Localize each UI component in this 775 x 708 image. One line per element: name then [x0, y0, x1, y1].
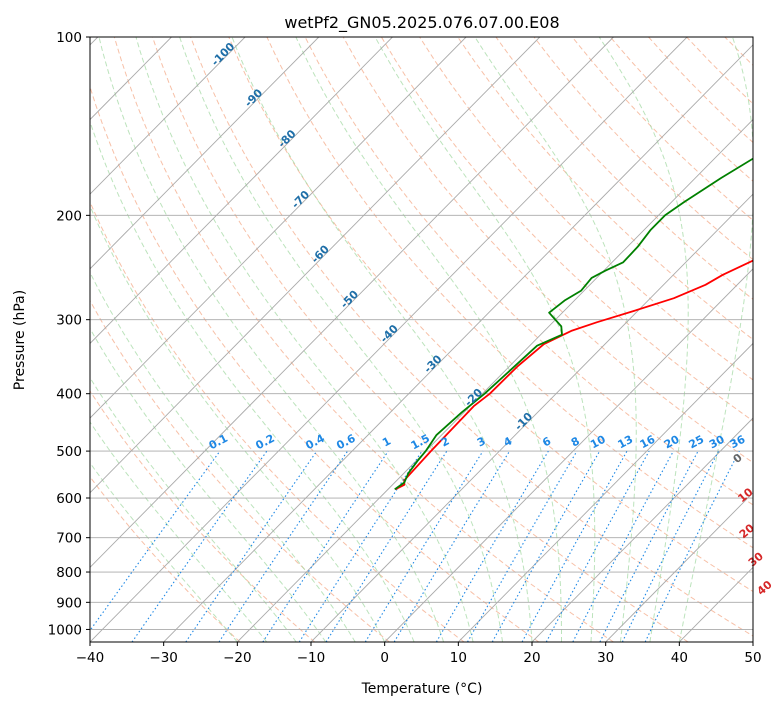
mixing-ratio-line [262, 450, 389, 642]
mixing-ratio-label: 20 [662, 433, 682, 452]
profile-lines [394, 157, 753, 491]
mixing-ratio-label: 10 [588, 433, 608, 452]
dry-adiabat-line [90, 475, 241, 642]
mixing-ratio-line [545, 450, 650, 642]
mixing-ratio-label: 36 [728, 433, 748, 452]
mixing-ratio-line [325, 450, 448, 642]
mixing-ratio-label: 16 [638, 433, 658, 452]
y-axis-ticks: 100 200 300 400 500 600 700 800 900 1000 [48, 30, 90, 638]
isotherm-line [236, 118, 753, 642]
x-tick-label: 0 [380, 650, 389, 666]
mixing-ratio-line [298, 450, 423, 642]
dry-adiabat-line [90, 200, 465, 642]
y-tick-label: 400 [56, 387, 82, 403]
y-tick-label: 700 [56, 531, 82, 547]
mixing-ratio-line [621, 450, 720, 642]
x-tick-label: 30 [597, 650, 614, 666]
x-tick-label: 50 [744, 650, 761, 666]
isotherm-line [90, 37, 614, 568]
isotherm-line [384, 268, 753, 642]
moist-adiabat-line [135, 37, 474, 642]
dry-adiabat-line [152, 37, 689, 642]
isotherm-line [90, 37, 246, 195]
isotherm-line [90, 37, 541, 494]
isotherm-line [605, 492, 753, 642]
dry-adiabat-line [90, 390, 316, 642]
moist-adiabat-line [295, 37, 562, 642]
isotherm-line [310, 193, 753, 642]
chart-title: wetPf2_GN05.2025.076.07.00.E08 [284, 13, 559, 33]
dry-adiabat-line [380, 37, 753, 422]
y-tick-label: 100 [56, 30, 82, 46]
isotherm-line [163, 44, 753, 642]
mixing-ratio-line [644, 450, 740, 642]
dry-adiabat-line [304, 37, 753, 506]
y-tick-label: 200 [56, 208, 82, 224]
moist-adiabat-line [98, 37, 445, 642]
y-tick-label: 300 [56, 313, 82, 329]
dry-adiabat-line [495, 37, 753, 300]
moist-adiabat-line [90, 271, 356, 642]
isotherm-line [457, 342, 753, 642]
moist-adiabat-line [90, 376, 297, 642]
mixing-ratio-line [491, 450, 601, 642]
isotherm-line [531, 417, 753, 642]
x-tick-label: 20 [523, 650, 540, 666]
x-tick-label: −10 [297, 650, 326, 666]
isotherm-line [90, 37, 467, 419]
moist-adiabat-line [598, 37, 689, 642]
dry-adiabat-line [90, 299, 390, 642]
mixing-ratio-line [393, 450, 511, 642]
moist-adiabat-line [474, 37, 637, 642]
mixing-ratio-line [90, 450, 221, 632]
y-axis-label: Pressure (hPa) [12, 290, 28, 390]
mixing-ratio-line [364, 450, 484, 642]
mixing-ratio-label: 25 [687, 433, 707, 452]
moist-adiabat-line [90, 327, 327, 642]
dewpoint-line [394, 157, 753, 491]
mixing-ratio-line [131, 450, 268, 642]
dry-adiabat-line [457, 37, 753, 341]
y-tick-label: 500 [56, 444, 82, 460]
background-lines [90, 37, 753, 642]
y-tick-label: 600 [56, 491, 82, 507]
mixing-ratio-line [218, 450, 349, 642]
x-axis-ticks: −40 −30 −20 −10 0 10 20 30 40 50 [76, 642, 762, 666]
mixing-ratio-line [521, 450, 628, 642]
dry-adiabat-line [90, 85, 540, 642]
x-axis-label: Temperature (°C) [361, 681, 483, 697]
x-tick-label: 10 [450, 650, 467, 666]
x-tick-label: −20 [223, 650, 252, 666]
dry-adiabat-line [228, 37, 753, 593]
moist-adiabat-line [90, 462, 238, 642]
y-tick-label: 800 [56, 565, 82, 581]
moist-adiabat-line [90, 204, 386, 642]
plot-frame [89, 36, 754, 643]
moist-adiabat-line [90, 421, 268, 642]
moist-adiabat-line [374, 37, 596, 642]
moist-adiabat-line [231, 37, 533, 642]
isotherm-line [90, 37, 688, 642]
moist-adiabat-line [678, 37, 753, 642]
mixing-ratio-label: 30 [707, 433, 727, 452]
y-tick-label: 1000 [48, 622, 82, 638]
x-tick-label: 40 [671, 650, 688, 666]
isotherm-line [90, 37, 393, 345]
x-tick-label: −40 [76, 650, 105, 666]
x-tick-label: −30 [149, 650, 178, 666]
temperature-line [394, 259, 753, 491]
dry-adiabat-line [113, 37, 614, 642]
moist-adiabat-line [179, 37, 503, 642]
isotherm-line [90, 37, 320, 270]
y-tick-label: 900 [56, 595, 82, 611]
mixing-ratio-label: 13 [616, 433, 636, 452]
mixing-ratio-line [185, 450, 318, 642]
